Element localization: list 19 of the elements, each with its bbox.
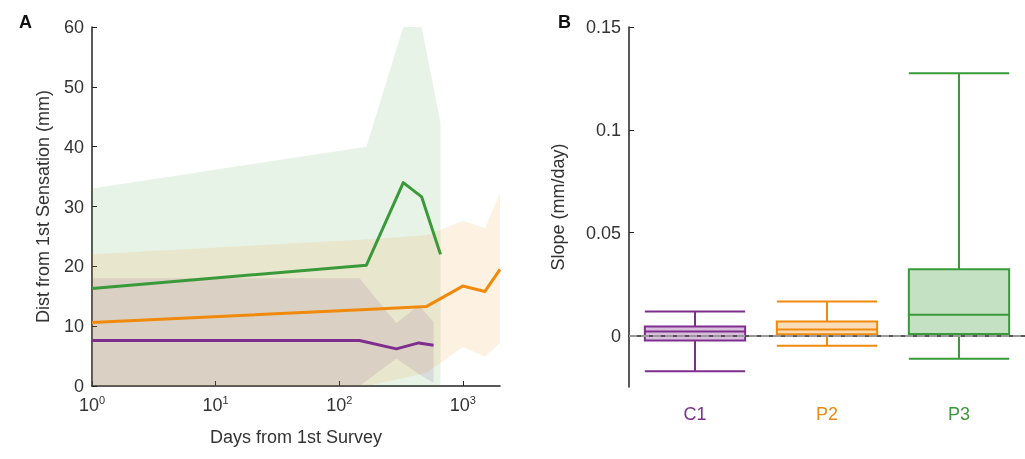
x-axis-title: Days from 1st Survey (209, 427, 383, 447)
y-tick-label: 0.05 (585, 222, 621, 243)
y-tick-label: 50 (63, 76, 84, 97)
y-tick-label: 40 (63, 136, 84, 157)
x-tick-label: P3 (947, 404, 971, 424)
y-tick-label: 0 (610, 325, 621, 346)
y-tick-label: 30 (63, 196, 84, 217)
chart-title: A (19, 12, 32, 32)
y-tick-label: 20 (63, 256, 84, 277)
y-tick-label: 0.15 (585, 17, 621, 37)
y-tick-label: 0 (73, 376, 84, 396)
y-tick-label: 0.1 (595, 119, 621, 140)
y-axis-title: Slope (mm/day) (548, 143, 568, 271)
y-tick-label: 60 (63, 17, 84, 37)
y-axis-title: Dist from 1st Sensation (mm) (33, 89, 53, 324)
y-tick-label: 10 (63, 316, 84, 337)
x-tick-label: C1 (683, 404, 707, 424)
x-tick-label: P2 (815, 404, 839, 424)
chart-title: B (558, 12, 571, 32)
